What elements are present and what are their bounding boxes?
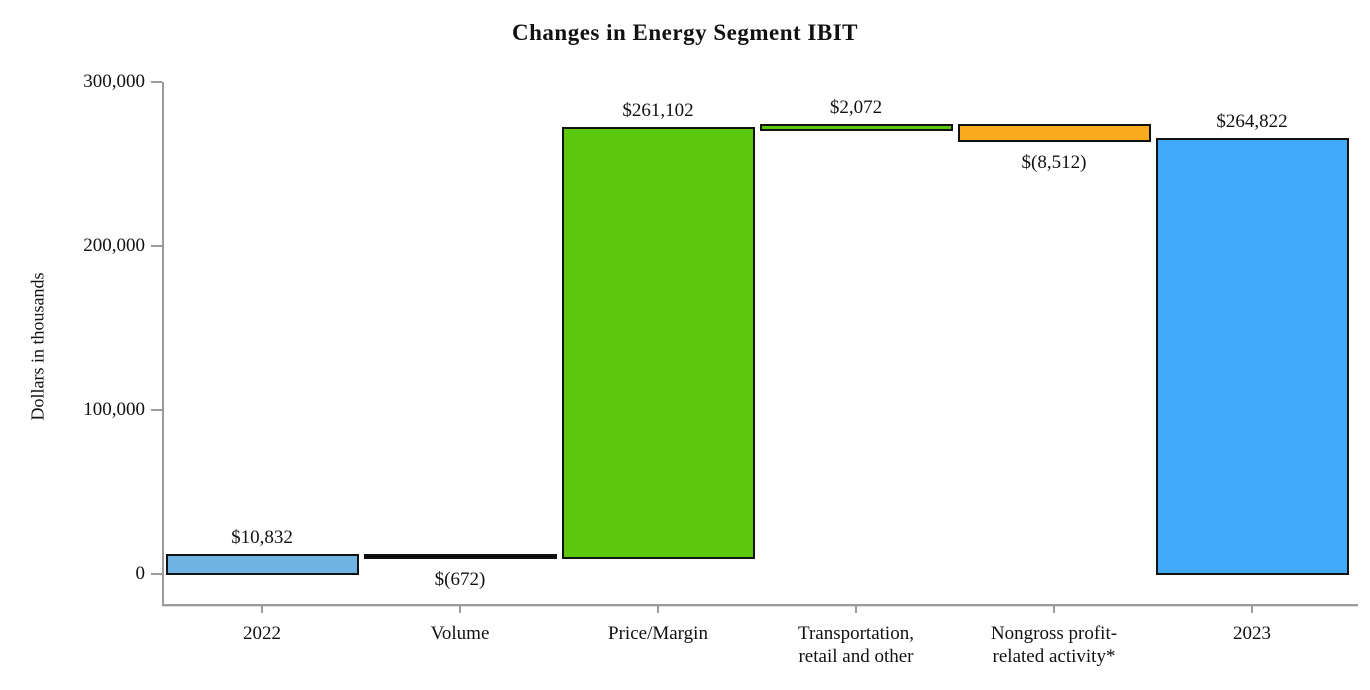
y-tick-mark	[151, 408, 162, 411]
x-tick-label-line: Volume	[430, 623, 490, 644]
x-tick-label-line: Transportation,	[798, 623, 914, 644]
bar-2023	[1155, 137, 1349, 576]
bar-value-label-2023: $264,822	[1216, 110, 1288, 132]
bar-transportation-retail-other	[759, 123, 953, 132]
x-tick-label-nongross-profit-related-activity: Nongross profit-related activity*	[944, 622, 1164, 668]
bar-value-label-transportation-retail-other: $2,072	[829, 96, 883, 118]
y-axis-line	[162, 82, 164, 606]
bar-value-label-nongross-profit-related-activity: $(8,512)	[1021, 151, 1087, 173]
y-tick-mark	[151, 244, 162, 247]
bar-value-label-2022: $10,832	[231, 526, 293, 548]
x-tick-label-volume: Volume	[350, 622, 570, 645]
bar-nongross-profit-related-activity	[957, 123, 1151, 142]
x-tick-label-line: Nongross profit-	[990, 623, 1118, 644]
bar-price-margin	[561, 127, 755, 559]
x-tick-label-line: Price/Margin	[608, 623, 708, 644]
x-tick-mark	[855, 604, 857, 613]
y-tick-label: 100,000	[83, 398, 145, 420]
x-tick-label-transportation-retail-other: Transportation, retail and other	[746, 622, 966, 668]
bar-value-label-price-margin: $261,102	[622, 100, 694, 122]
x-tick-label-line: retail and other	[798, 646, 914, 667]
bar-volume	[363, 553, 557, 559]
y-tick-mark	[151, 572, 162, 575]
y-tick-label: 200,000	[83, 234, 145, 256]
x-axis-line	[162, 604, 1358, 607]
x-tick-label-2022: 2022	[152, 622, 372, 645]
x-tick-label-line: related activity*	[992, 646, 1116, 667]
x-tick-mark	[1251, 604, 1253, 613]
chart-title: Changes in Energy Segment IBIT	[512, 20, 858, 45]
x-tick-label-line: 2023	[1233, 623, 1271, 644]
bar-2022	[165, 553, 359, 576]
y-tick-label: 300,000	[83, 71, 145, 92]
y-tick-label: 0	[135, 562, 146, 584]
x-tick-mark	[459, 604, 461, 613]
x-tick-label-line: 2022	[243, 623, 281, 644]
y-tick-mark	[151, 81, 162, 83]
x-tick-mark	[1053, 604, 1055, 613]
x-tick-mark	[261, 604, 263, 613]
bar-value-label-volume: $(672)	[434, 568, 486, 590]
x-tick-mark	[657, 604, 659, 613]
y-axis-title: Dollars in thousands	[27, 272, 48, 421]
x-tick-label-2023: 2023	[1142, 622, 1362, 645]
x-tick-label-price-margin: Price/Margin	[548, 622, 768, 645]
